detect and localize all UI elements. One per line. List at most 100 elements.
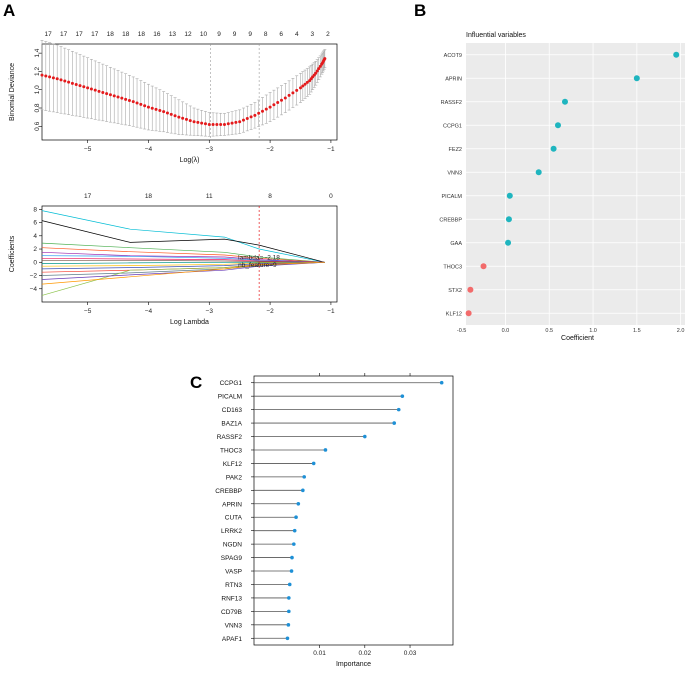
coefficient-path	[41, 251, 325, 263]
panel-a-label: A	[3, 1, 16, 20]
deviance-point	[272, 103, 276, 107]
deviance-point	[63, 79, 67, 83]
lollipop-point	[287, 582, 292, 587]
deviance-point	[305, 80, 309, 84]
deviance-point	[108, 93, 112, 97]
top-axis-label: 0	[329, 193, 333, 200]
chart-title: Influential variables	[466, 32, 526, 39]
feature-label: PICALM	[218, 394, 242, 401]
top-axis-label: 16	[153, 31, 161, 38]
lollipop-point	[287, 596, 291, 600]
coefficient-point	[633, 75, 640, 82]
deviance-point	[268, 105, 272, 109]
x-tick-label: −3	[206, 308, 214, 315]
plot-frame	[253, 375, 454, 646]
x-tick-label: −1	[327, 146, 335, 153]
deviance-point	[241, 118, 245, 122]
coefficient-path	[41, 261, 325, 270]
deviance-point	[173, 114, 177, 118]
deviance-point	[131, 100, 135, 104]
coefficient-path	[41, 257, 325, 263]
variable-label: THOC3	[443, 264, 462, 270]
feature-label: BAZ1A	[221, 421, 242, 428]
top-axis-label: 8	[264, 31, 268, 38]
panel-c-label: C	[190, 373, 203, 392]
deviance-point	[203, 122, 207, 126]
x-tick-label: −3	[206, 146, 214, 153]
deviance-point	[184, 117, 188, 121]
top-axis-label: 4	[295, 31, 299, 38]
deviance-point	[44, 74, 48, 78]
top-axis-label: 18	[145, 193, 153, 200]
variable-label: CCPG1	[443, 123, 462, 129]
feature-label: APAF1	[222, 636, 242, 643]
lollipop-point	[363, 434, 367, 439]
lollipop-point	[287, 609, 291, 614]
top-axis-label: 2	[326, 31, 330, 38]
lambda-annotation: lambda= -2.18	[238, 255, 280, 262]
deviance-point	[226, 122, 230, 126]
variable-label: VNN3	[447, 170, 462, 176]
lollipop-point	[289, 569, 294, 573]
top-axis-label: 17	[44, 31, 52, 38]
top-axis-label: 18	[107, 31, 115, 38]
top-axis-label: 3	[311, 31, 315, 38]
variable-label: APRIN	[445, 76, 462, 82]
variable-label: RASSF2	[441, 100, 462, 106]
x-tick-label: −1	[327, 308, 335, 315]
deviance-point	[230, 121, 234, 125]
deviance-point	[82, 85, 86, 89]
deviance-point	[215, 122, 219, 126]
y-tick-label: 0	[33, 259, 37, 266]
variable-label: ACOT9	[444, 53, 462, 59]
deviance-point	[188, 119, 192, 123]
feature-label: THOC3	[220, 447, 242, 454]
deviance-point	[154, 107, 158, 111]
coefficient-path	[41, 210, 325, 263]
feature-label: PAK2	[226, 474, 243, 481]
coefficient-path	[41, 261, 325, 285]
deviance-point	[318, 64, 322, 68]
feature-label: CREBBP	[215, 488, 242, 495]
coefficient-point	[467, 286, 474, 293]
x-tick-label: −5	[84, 146, 92, 153]
y-axis-title: Binomial Deviance	[9, 63, 16, 121]
y-tick-label: 6	[33, 220, 37, 227]
x-tick-label: -0.5	[457, 328, 466, 334]
deviance-point	[112, 94, 116, 98]
deviance-point	[234, 120, 238, 124]
feature-annotation: nb_feature=9	[238, 262, 277, 269]
deviance-point	[89, 87, 93, 91]
lollipop-point	[285, 636, 290, 641]
deviance-point	[314, 71, 318, 75]
lollipop-point	[439, 380, 444, 385]
deviance-point	[260, 109, 264, 113]
x-tick-label: 0.03	[404, 650, 417, 657]
top-axis-label: 18	[138, 31, 146, 38]
coefficient-point	[505, 239, 512, 246]
deviance-point	[301, 84, 305, 88]
deviance-point	[245, 117, 249, 121]
deviance-point	[169, 112, 173, 116]
feature-label: LRRK2	[221, 528, 242, 535]
feature-label: RTN3	[225, 582, 242, 589]
lollipop-point	[296, 501, 301, 506]
deviance-point	[101, 90, 105, 94]
y-tick-label: 1.4	[34, 48, 41, 57]
deviance-point	[40, 73, 44, 77]
deviance-point	[207, 122, 211, 126]
lollipop-point	[302, 475, 307, 479]
lollipop-point	[301, 488, 305, 493]
feature-label: CCPG1	[220, 380, 243, 387]
deviance-point	[139, 102, 143, 106]
top-axis-label: 8	[268, 193, 272, 200]
top-axis-label: 9	[217, 31, 221, 38]
coefficient-point	[505, 216, 512, 223]
feature-label: NGDN	[223, 542, 242, 549]
deviance-point	[238, 120, 242, 124]
deviance-point	[143, 104, 147, 108]
deviance-point	[78, 84, 82, 88]
top-axis-label: 17	[60, 31, 68, 38]
